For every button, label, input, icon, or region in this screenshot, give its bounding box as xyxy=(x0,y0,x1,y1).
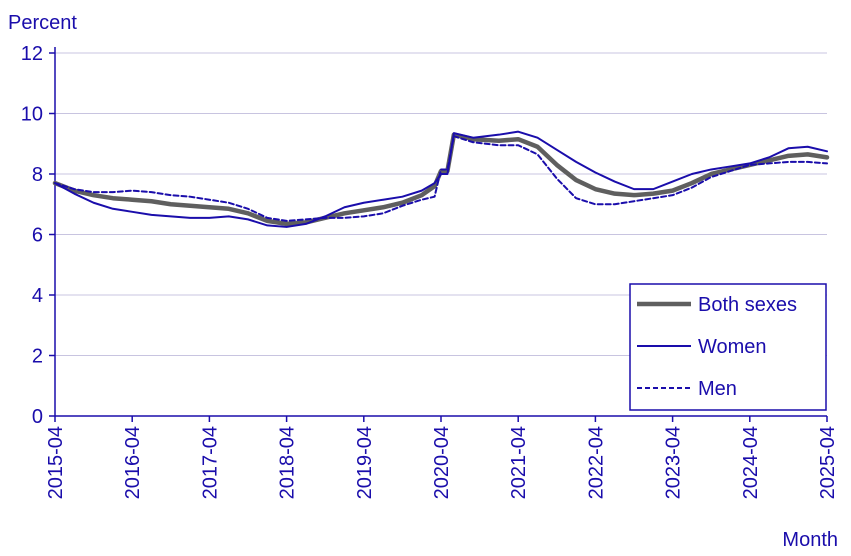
x-tick-label: 2018-04 xyxy=(277,426,299,499)
x-tick-label: 2020-04 xyxy=(431,426,453,499)
x-axis: 2015-04 2016-04 2017-04 2018-04 2019-04 2020-… xyxy=(45,415,839,499)
series-line-both-sexes xyxy=(52,132,830,227)
series-line-men xyxy=(54,135,828,222)
y-tick-label: 10 xyxy=(21,104,43,126)
legend-label: Women xyxy=(698,336,767,358)
x-axis-title: Month xyxy=(782,529,838,551)
y-tick-label: 8 xyxy=(32,164,43,186)
x-tick-label: 2015-04 xyxy=(45,426,67,499)
y-tick-label: 0 xyxy=(32,406,43,428)
y-tick-label: 2 xyxy=(32,346,43,368)
series-line-women xyxy=(54,130,828,228)
series xyxy=(52,130,830,228)
x-tick-label: 2021-04 xyxy=(508,426,530,499)
y-axis-title: Percent xyxy=(8,12,77,34)
x-tick-label: 2025-04 xyxy=(817,426,839,499)
legend-label: Both sexes xyxy=(698,294,797,316)
x-tick-label: 2023-04 xyxy=(663,426,685,499)
y-tick-label: 6 xyxy=(32,225,43,247)
x-tick-label: 2017-04 xyxy=(199,426,221,499)
y-tick-label: 4 xyxy=(32,285,43,307)
x-tick-label: 2019-04 xyxy=(354,426,376,499)
y-tick-label: 12 xyxy=(21,43,43,65)
x-tick-label: 2024-04 xyxy=(740,426,762,499)
legend-label: Men xyxy=(698,378,737,400)
x-tick-label: 2022-04 xyxy=(585,426,607,499)
x-tick-label: 2016-04 xyxy=(122,426,144,499)
legend: Both sexes Women Men xyxy=(629,283,827,411)
y-axis: 0 2 4 6 8 10 12 xyxy=(21,43,56,428)
